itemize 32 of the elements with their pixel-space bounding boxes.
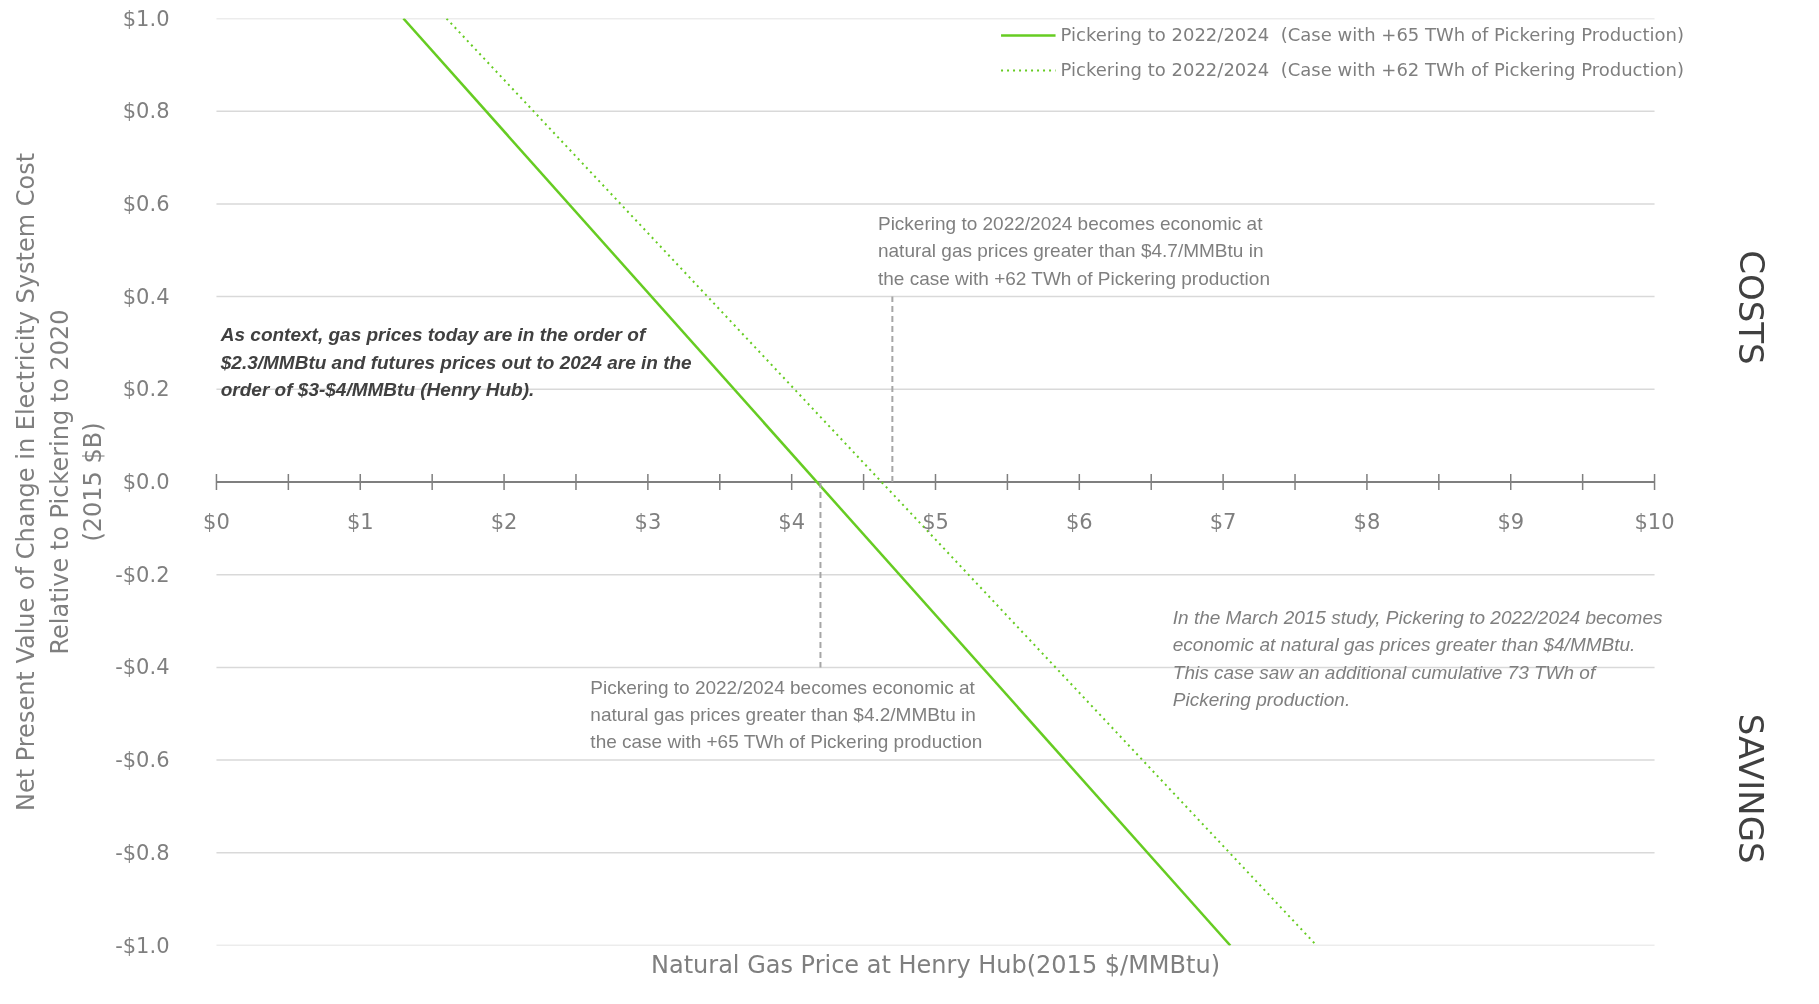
legend-label: Pickering to 2022/2024 (Case with +65 TWh of Pickering Production) [1060,24,1684,45]
x-axis-title: Natural Gas Price at Henry Hub(2015 $/MMBtu) [650,950,1221,979]
y-tick-label: $0.4 [122,284,170,309]
annotation: Pickering to 2022/2024 becomes economic at natural gas prices greater than $4.2/MMBtu in the case with +65 TWh of Pickering production [590,676,983,753]
y-tick-label: $0.2 [122,377,170,402]
x-tick-label: $7 [1209,510,1237,534]
x-tick-label: $10 [1634,510,1675,534]
x-tick-label: $6 [1065,510,1093,534]
y-tick-label: $1.0 [122,6,170,31]
annotation: In the March 2015 study, Pickering to 2022/2024 becomes economic at natural gas prices greater than $4/MMBtu. This case saw an additional cumulative 73 TWh of Pickering production. [1172,607,1664,711]
text: COSTS [1731,250,1772,365]
y-tick-label: -$1.0 [115,933,170,958]
x-tick-label: $3 [634,510,662,534]
y-tick-label: -$0.8 [115,840,170,865]
x-tick-label: $9 [1497,510,1525,534]
y-axis-title: Net Present Value of Change in Electricity System Cost Relative to Pickering to 2020 (2015 $B) [11,152,108,812]
annotation: Pickering to 2022/2024 becomes economic at natural gas prices greater than $4.7/MMBtu in the case with +62 TWh of Pickering production [877,213,1270,289]
x-tick-label: $0 [203,510,230,534]
legend-label: Pickering to 2022/2024 (Case with +62 TWh of Pickering Production) [1060,59,1684,80]
x-tick-label: $5 [922,510,949,534]
x-tick-label: $2 [490,510,518,534]
x-tick-label: $8 [1353,510,1381,534]
annotation: As context, gas prices today are in the order of $2.3/MMBtu and futures prices out to 2024 are in the order of $3-$4/MMBtu (Henry Hub). [219,324,693,401]
y-tick-label: -$0.2 [115,562,170,587]
y-tick-label: -$0.4 [115,655,170,680]
y-tick-label: $0.8 [122,99,170,124]
y-tick-label: -$0.6 [115,748,170,773]
y-tick-label: $0.0 [122,470,170,494]
text: SAVINGS [1731,713,1772,864]
x-tick-label: $1 [346,510,374,534]
y-tick-label: $0.6 [122,191,170,216]
x-tick-label: $4 [778,510,806,534]
